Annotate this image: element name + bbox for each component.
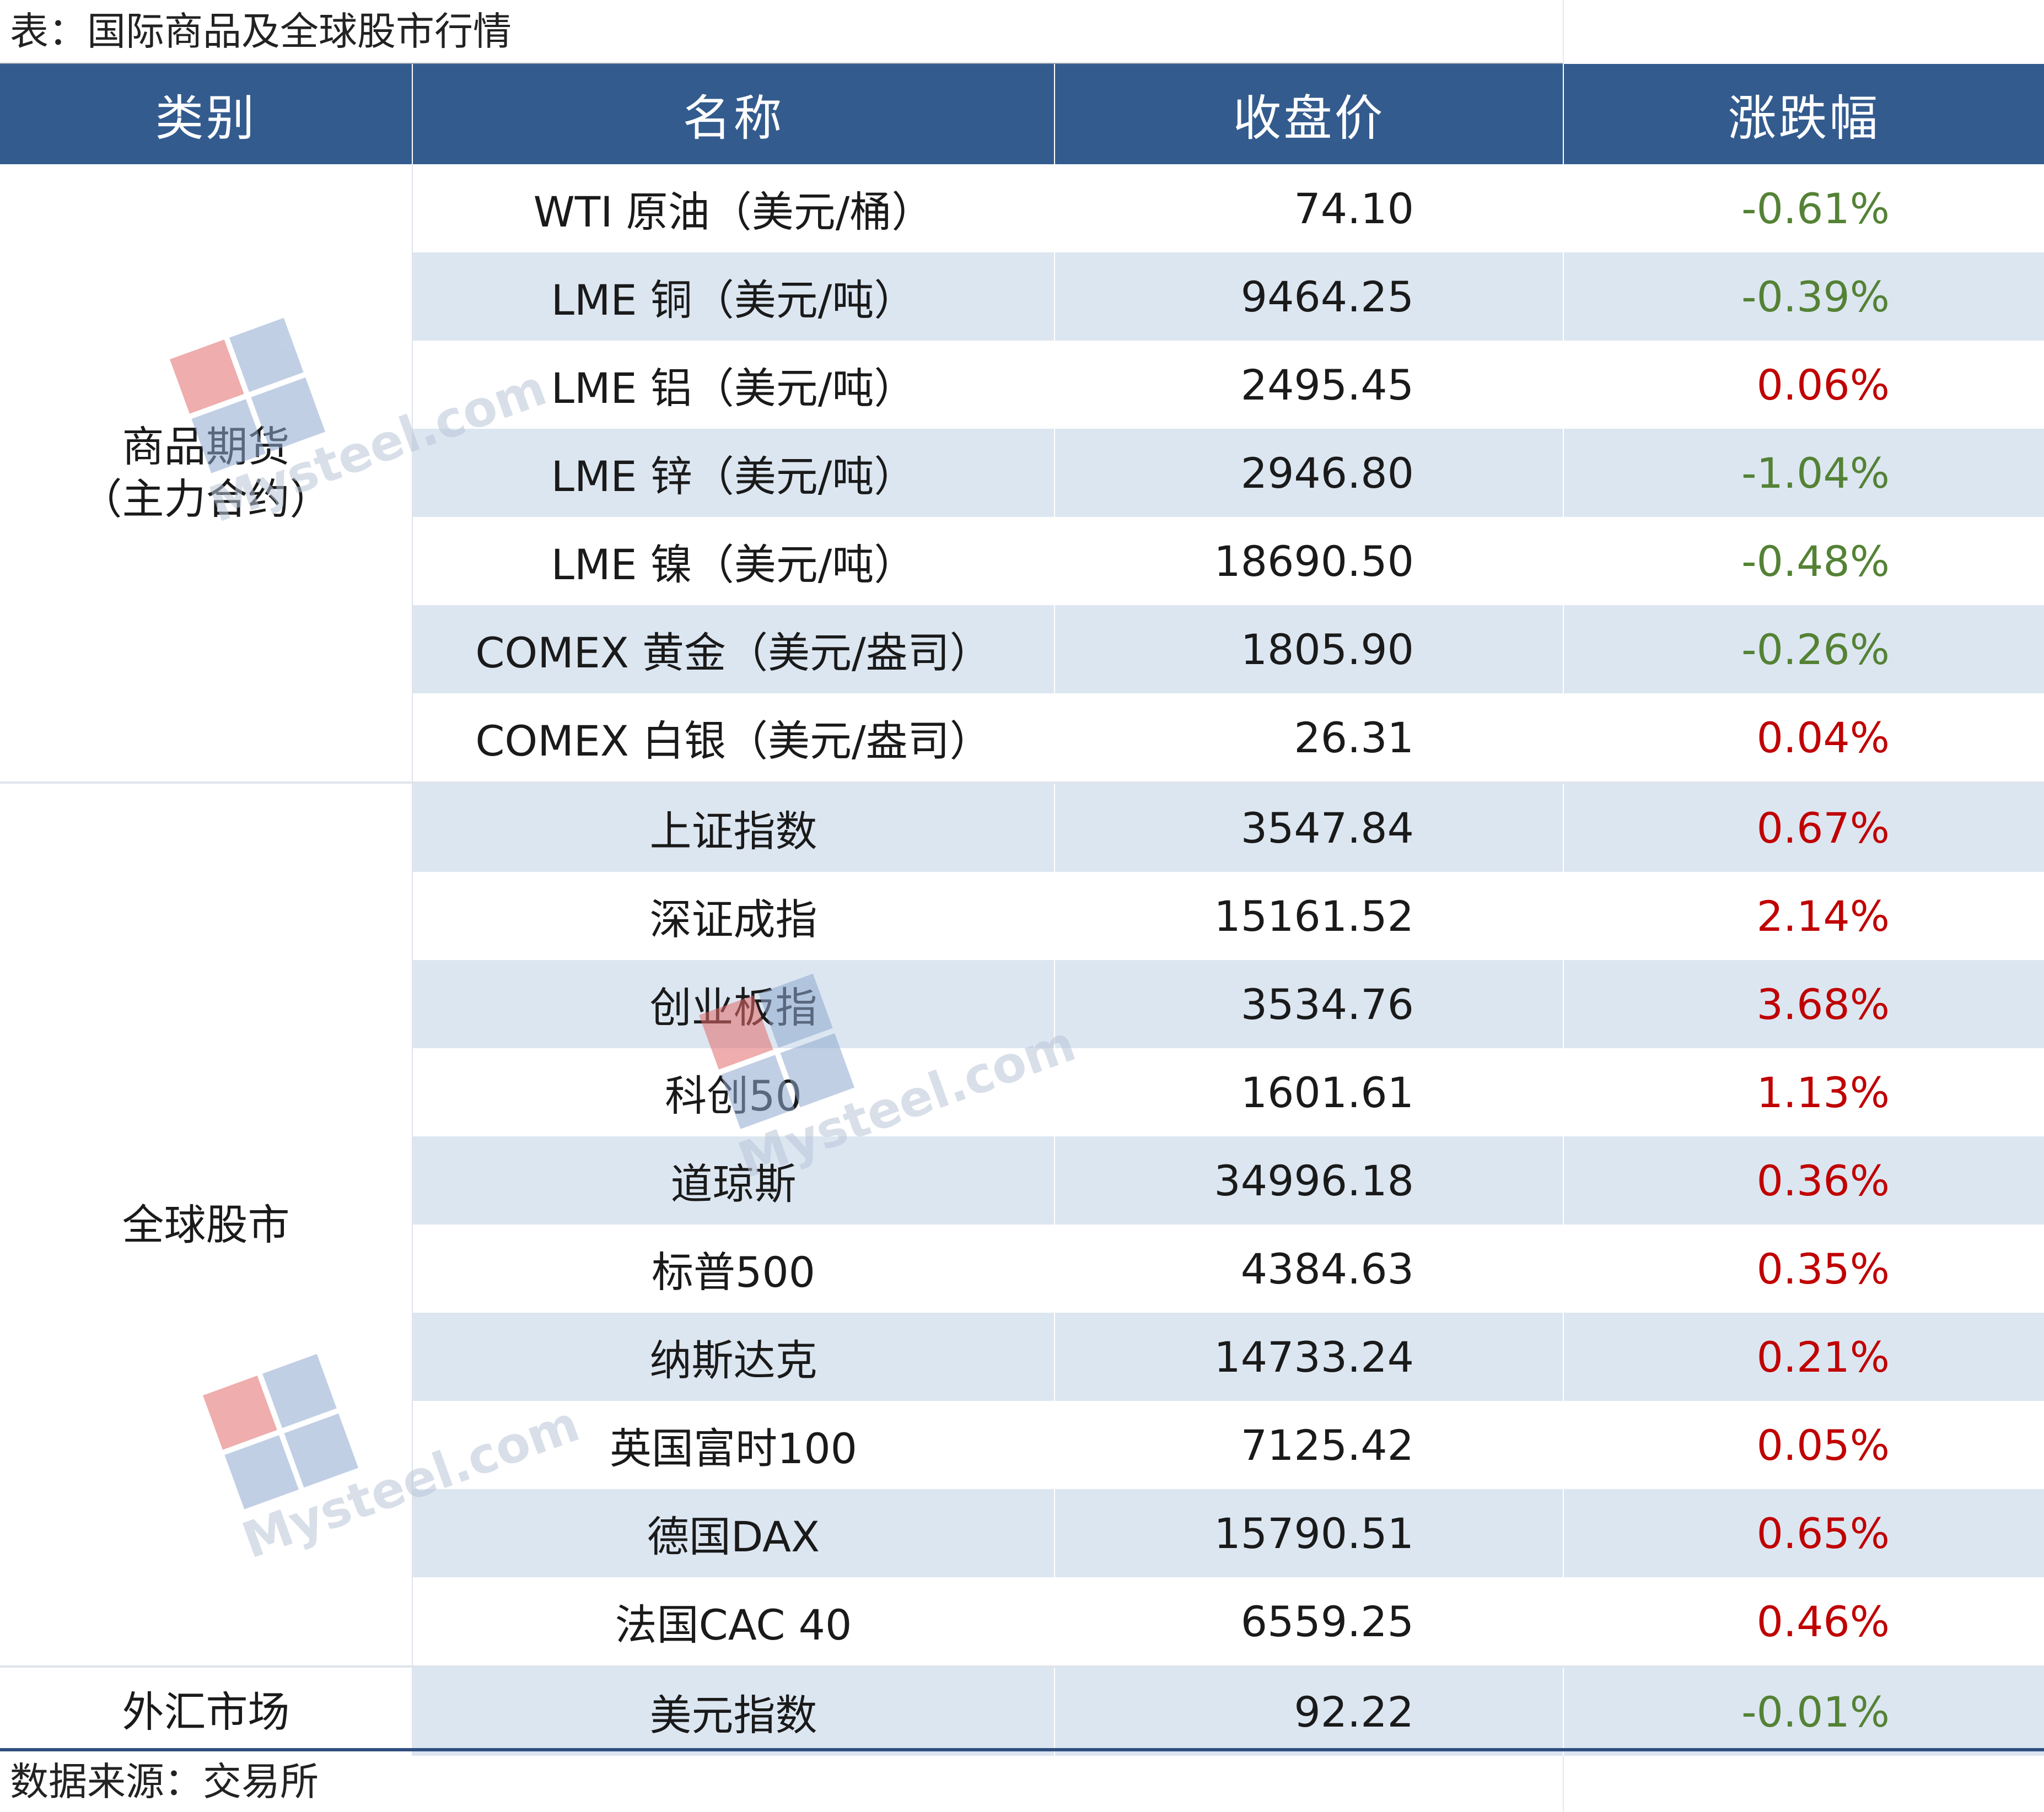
- table-row: LME 镍（美元/吨） 18690.50 -0.48%: [0, 517, 2044, 605]
- closing-price: 9464.25: [1055, 252, 1564, 341]
- change-percent: 0.36%: [1563, 1136, 2044, 1225]
- sheet-gridline: [1563, 0, 1564, 64]
- instrument-name: 标普500: [412, 1225, 1055, 1313]
- sheet-gridline: [1563, 1751, 1564, 1812]
- table-row: 全球股市 上证指数 3547.84 0.67%: [0, 781, 2044, 1667]
- closing-price: 15790.51: [1055, 1489, 1564, 1577]
- instrument-name: 德国DAX: [412, 1489, 1055, 1577]
- instrument-name: 深证成指: [412, 872, 1055, 960]
- closing-price: 92.22: [1055, 1665, 1564, 1756]
- table-bottom-rule: [0, 1748, 2044, 1751]
- closing-price: 74.10: [1055, 164, 1564, 252]
- closing-price: 3547.84: [1055, 781, 1564, 872]
- table-row: 商品期货 （主力合约） WTI 原油（美元/桶） 74.10 -0.61%: [0, 164, 2044, 783]
- instrument-name: 英国富时100: [412, 1401, 1055, 1489]
- instrument-name: 创业板指: [412, 960, 1055, 1048]
- category-commodities: 商品期货 （主力合约）: [0, 164, 413, 783]
- closing-price: 3534.76: [1055, 960, 1564, 1048]
- change-percent: 1.13%: [1563, 1048, 2044, 1136]
- instrument-name: LME 铝（美元/吨）: [412, 341, 1055, 429]
- column-header-change: 涨跌幅: [1563, 64, 2044, 164]
- change-percent: -1.04%: [1563, 429, 2044, 517]
- change-percent: 0.35%: [1563, 1225, 2044, 1313]
- closing-price: 26.31: [1055, 693, 1564, 783]
- closing-price: 2946.80: [1055, 429, 1564, 517]
- instrument-name: 上证指数: [412, 781, 1055, 872]
- table-row: 外汇市场 美元指数 92.22 -0.01%: [0, 1665, 2044, 1756]
- change-percent: 0.46%: [1563, 1577, 2044, 1667]
- change-percent: 0.06%: [1563, 341, 2044, 429]
- instrument-name: COMEX 黄金（美元/盎司）: [412, 605, 1055, 693]
- data-source-note: 数据来源：交易所: [10, 1759, 319, 1804]
- column-header-name: 名称: [412, 64, 1055, 164]
- closing-price: 18690.50: [1055, 517, 1564, 605]
- table-row: LME 铝（美元/吨） 2495.45 0.06%: [0, 341, 2044, 429]
- change-percent: 0.05%: [1563, 1401, 2044, 1489]
- market-quotes-table: 类别 名称 收盘价 涨跌幅 商品期货 （主力合约） WTI 原油（美元/桶） 7…: [0, 64, 2044, 1756]
- table-row: LME 锌（美元/吨） 2946.80 -1.04%: [0, 429, 2044, 517]
- table-row: 标普500 4384.63 0.35%: [0, 1225, 2044, 1313]
- table-row: 德国DAX 15790.51 0.65%: [0, 1489, 2044, 1577]
- change-percent: 3.68%: [1563, 960, 2044, 1048]
- change-percent: -0.01%: [1563, 1665, 2044, 1756]
- instrument-name: 法国CAC 40: [412, 1577, 1055, 1667]
- closing-price: 15161.52: [1055, 872, 1564, 960]
- category-sublabel: （主力合约）: [80, 474, 332, 524]
- change-percent: 0.04%: [1563, 693, 2044, 783]
- change-percent: 2.14%: [1563, 872, 2044, 960]
- change-percent: -0.48%: [1563, 517, 2044, 605]
- change-percent: -0.26%: [1563, 605, 2044, 693]
- category-label: 商品期货: [122, 422, 290, 471]
- table-row: 英国富时100 7125.42 0.05%: [0, 1401, 2044, 1489]
- table-row: LME 铜（美元/吨） 9464.25 -0.39%: [0, 252, 2044, 341]
- closing-price: 4384.63: [1055, 1225, 1564, 1313]
- table-row: 道琼斯 34996.18 0.36%: [0, 1136, 2044, 1225]
- instrument-name: LME 镍（美元/吨）: [412, 517, 1055, 605]
- change-percent: -0.61%: [1563, 164, 2044, 252]
- change-percent: -0.39%: [1563, 252, 2044, 341]
- category-fx: 外汇市场: [0, 1665, 413, 1756]
- caption-divider: [0, 63, 1563, 64]
- category-global-stocks: 全球股市: [0, 781, 413, 1667]
- instrument-name: 科创50: [412, 1048, 1055, 1136]
- instrument-name: WTI 原油（美元/桶）: [412, 164, 1055, 252]
- closing-price: 1805.90: [1055, 605, 1564, 693]
- table-caption: 表：国际商品及全球股市行情: [10, 9, 512, 54]
- instrument-name: LME 铜（美元/吨）: [412, 252, 1055, 341]
- closing-price: 1601.61: [1055, 1048, 1564, 1136]
- instrument-name: 美元指数: [412, 1665, 1055, 1756]
- table-header-row: 类别 名称 收盘价 涨跌幅: [0, 64, 2044, 164]
- instrument-name: 道琼斯: [412, 1136, 1055, 1225]
- instrument-name: 纳斯达克: [412, 1313, 1055, 1401]
- closing-price: 34996.18: [1055, 1136, 1564, 1225]
- change-percent: 0.65%: [1563, 1489, 2044, 1577]
- column-header-category: 类别: [0, 64, 413, 164]
- change-percent: 0.67%: [1563, 781, 2044, 872]
- table-row: COMEX 白银（美元/盎司） 26.31 0.04%: [0, 693, 2044, 783]
- table-row: 深证成指 15161.52 2.14%: [0, 872, 2044, 960]
- column-header-price: 收盘价: [1055, 64, 1564, 164]
- closing-price: 2495.45: [1055, 341, 1564, 429]
- table-row: 纳斯达克 14733.24 0.21%: [0, 1313, 2044, 1401]
- table-row: 法国CAC 40 6559.25 0.46%: [0, 1577, 2044, 1667]
- closing-price: 7125.42: [1055, 1401, 1564, 1489]
- instrument-name: COMEX 白银（美元/盎司）: [412, 693, 1055, 783]
- closing-price: 14733.24: [1055, 1313, 1564, 1401]
- change-percent: 0.21%: [1563, 1313, 2044, 1401]
- table-row: COMEX 黄金（美元/盎司） 1805.90 -0.26%: [0, 605, 2044, 693]
- instrument-name: LME 锌（美元/吨）: [412, 429, 1055, 517]
- closing-price: 6559.25: [1055, 1577, 1564, 1667]
